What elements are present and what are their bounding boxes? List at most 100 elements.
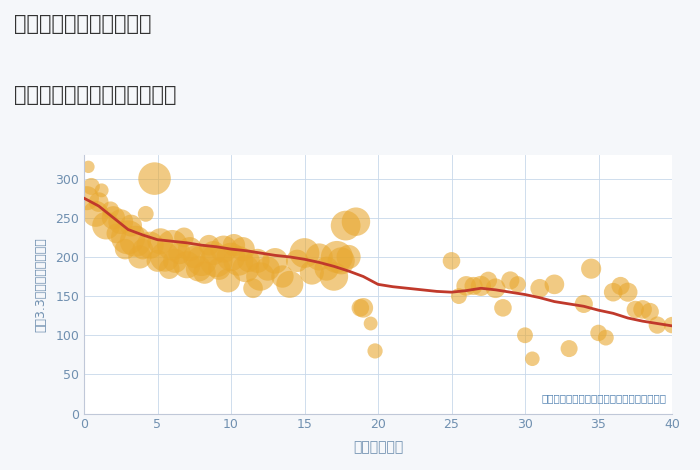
Y-axis label: 坪（3.3㎡）単価（万円）: 坪（3.3㎡）単価（万円） [34, 237, 47, 332]
Point [483, 277, 494, 284]
Point [475, 282, 486, 290]
Text: 神奈川県川崎市幸区戸手: 神奈川県川崎市幸区戸手 [14, 14, 151, 34]
Point [512, 281, 524, 288]
Point [291, 257, 302, 265]
Point [169, 257, 181, 265]
Text: 円の大きさは、取引のあった物件面積を示す: 円の大きさは、取引のあった物件面積を示す [541, 393, 666, 403]
Point [343, 253, 354, 261]
Point [593, 329, 604, 337]
Point [240, 265, 251, 273]
Point [255, 273, 266, 280]
Point [519, 331, 531, 339]
Point [637, 306, 648, 313]
Point [262, 265, 273, 273]
Point [105, 206, 116, 214]
Point [355, 304, 366, 312]
Point [564, 345, 575, 352]
Point [178, 234, 190, 241]
Point [223, 277, 234, 284]
Point [155, 237, 166, 245]
Point [101, 222, 112, 229]
Point [243, 257, 254, 265]
Point [490, 284, 501, 292]
Point [237, 245, 248, 253]
Point [370, 347, 381, 355]
Point [446, 257, 457, 265]
Point [134, 253, 146, 261]
Point [468, 282, 479, 290]
Point [90, 210, 101, 218]
Point [196, 257, 207, 265]
Point [125, 222, 136, 229]
Point [193, 265, 204, 273]
Point [137, 245, 148, 253]
Point [85, 183, 97, 190]
Point [534, 284, 545, 292]
Point [652, 321, 663, 329]
Point [277, 273, 288, 280]
Point [228, 242, 239, 249]
Point [232, 257, 244, 265]
Point [601, 334, 612, 341]
Point [608, 289, 619, 296]
Point [120, 245, 131, 253]
Point [248, 284, 259, 292]
Point [630, 306, 641, 313]
Point [152, 257, 163, 265]
Point [365, 320, 377, 327]
Point [299, 249, 310, 257]
Point [140, 210, 151, 218]
Point [218, 245, 230, 253]
Point [270, 257, 281, 265]
Point [321, 265, 332, 273]
Point [199, 269, 210, 276]
Point [208, 249, 219, 257]
Point [96, 187, 107, 194]
Point [108, 214, 119, 221]
Point [331, 253, 342, 261]
Point [527, 355, 538, 362]
Point [284, 281, 295, 288]
Point [174, 249, 185, 257]
Point [645, 308, 656, 315]
Point [164, 265, 175, 273]
Point [81, 195, 92, 202]
Point [130, 237, 141, 245]
Point [189, 253, 200, 261]
Point [454, 292, 465, 300]
Point [83, 163, 94, 171]
Point [622, 289, 634, 296]
Point [122, 234, 134, 241]
Point [181, 261, 193, 268]
Point [314, 253, 325, 261]
Point [307, 269, 318, 276]
Point [211, 257, 222, 265]
Point [549, 281, 560, 288]
Point [666, 321, 678, 329]
Point [358, 304, 369, 312]
Text: 築年数別中古マンション価格: 築年数別中古マンション価格 [14, 85, 176, 105]
Point [461, 282, 472, 290]
Point [111, 230, 122, 237]
Point [225, 253, 237, 261]
Point [160, 253, 171, 261]
Point [497, 304, 508, 312]
Point [578, 300, 589, 308]
Point [351, 218, 362, 226]
Point [144, 242, 155, 249]
Point [336, 257, 347, 265]
Point [203, 242, 214, 249]
Point [167, 242, 178, 249]
Point [214, 265, 225, 273]
X-axis label: 築年数（年）: 築年数（年） [353, 440, 403, 454]
Point [252, 257, 263, 265]
Point [586, 265, 597, 273]
Point [340, 222, 351, 229]
Point [615, 282, 626, 290]
Point [184, 245, 195, 253]
Point [149, 175, 160, 182]
Point [328, 273, 339, 280]
Point [115, 218, 126, 226]
Point [505, 277, 516, 284]
Point [93, 198, 104, 206]
